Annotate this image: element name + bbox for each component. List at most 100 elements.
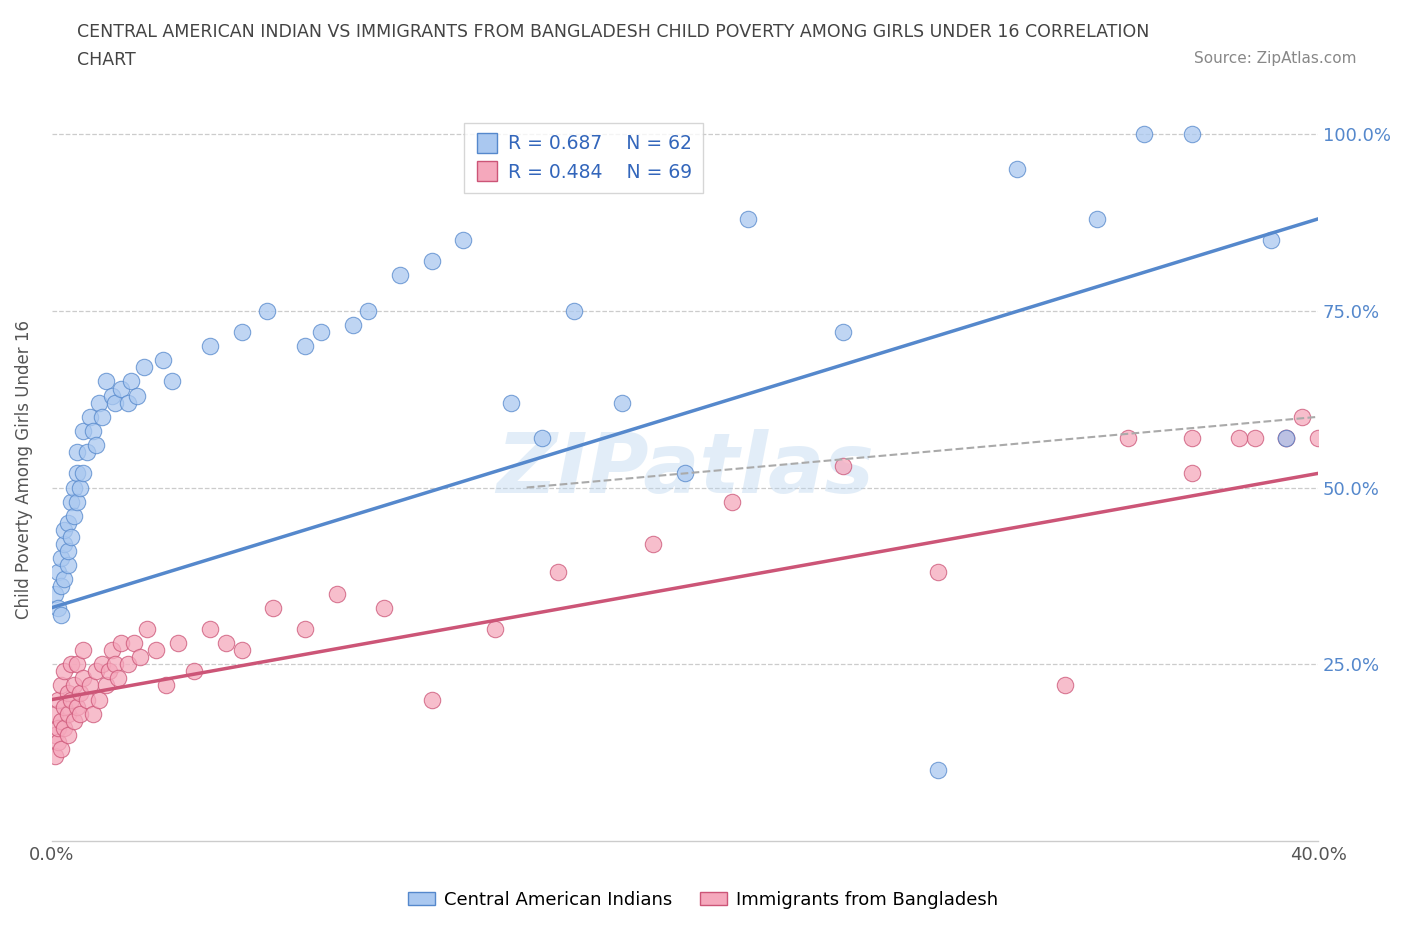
Point <box>72 643 94 658</box>
Point <box>56 558 79 573</box>
Point <box>51 741 73 756</box>
Point <box>79 678 101 693</box>
Point <box>59 692 82 707</box>
Point <box>51 551 73 565</box>
Point <box>46 692 69 707</box>
Point <box>357 303 380 318</box>
Point <box>56 515 79 530</box>
Point <box>63 713 86 728</box>
Point <box>66 657 89 671</box>
Point <box>51 579 73 594</box>
Point <box>643 537 665 551</box>
Point <box>1133 126 1156 141</box>
Point <box>59 494 82 509</box>
Point <box>1180 431 1202 445</box>
Point <box>135 621 157 636</box>
Point <box>1275 431 1298 445</box>
Point <box>59 657 82 671</box>
Point <box>51 678 73 693</box>
Point <box>56 685 79 700</box>
Point <box>1243 431 1265 445</box>
Point <box>51 713 73 728</box>
Point <box>72 466 94 481</box>
Point <box>1007 162 1029 177</box>
Point <box>721 494 744 509</box>
Point <box>46 600 69 615</box>
Point <box>107 671 129 685</box>
Point <box>104 395 127 410</box>
Point <box>1180 126 1202 141</box>
Point <box>117 657 139 671</box>
Point <box>927 763 949 777</box>
Point <box>832 458 855 473</box>
Point <box>1291 409 1313 424</box>
Point <box>453 232 475 247</box>
Point <box>46 565 69 579</box>
Point <box>1116 431 1139 445</box>
Point <box>63 678 86 693</box>
Point <box>76 445 98 459</box>
Point <box>76 692 98 707</box>
Point <box>132 360 155 375</box>
Point <box>51 607 73 622</box>
Point <box>89 692 111 707</box>
Point <box>122 635 145 650</box>
Point <box>104 657 127 671</box>
Point <box>63 480 86 495</box>
Point <box>198 339 221 353</box>
Point <box>167 635 190 650</box>
Legend: Central American Indians, Immigrants from Bangladesh: Central American Indians, Immigrants fro… <box>401 884 1005 916</box>
Point <box>420 692 443 707</box>
Point <box>72 423 94 438</box>
Point <box>1085 211 1108 226</box>
Point <box>1053 678 1076 693</box>
Point <box>63 509 86 524</box>
Point <box>1180 466 1202 481</box>
Text: CHART: CHART <box>77 51 136 69</box>
Point <box>127 388 149 403</box>
Point <box>562 303 585 318</box>
Point <box>388 268 411 283</box>
Point <box>94 374 117 389</box>
Point <box>309 325 332 339</box>
Point <box>294 621 316 636</box>
Point <box>215 635 238 650</box>
Point <box>69 706 91 721</box>
Point <box>56 544 79 559</box>
Point <box>231 643 253 658</box>
Point <box>484 621 506 636</box>
Point <box>198 621 221 636</box>
Point <box>673 466 696 481</box>
Point <box>59 529 82 544</box>
Point <box>155 678 177 693</box>
Point <box>53 699 76 714</box>
Point <box>101 643 124 658</box>
Point <box>1227 431 1250 445</box>
Point <box>84 438 107 453</box>
Point <box>120 374 142 389</box>
Point <box>256 303 278 318</box>
Point <box>927 565 949 579</box>
Point <box>44 749 66 764</box>
Point <box>110 381 132 396</box>
Point <box>94 678 117 693</box>
Point <box>69 685 91 700</box>
Point <box>152 352 174 367</box>
Point <box>56 706 79 721</box>
Point <box>737 211 759 226</box>
Point <box>531 431 554 445</box>
Point <box>44 586 66 601</box>
Point <box>101 388 124 403</box>
Point <box>53 523 76 538</box>
Point <box>72 671 94 685</box>
Point <box>82 706 104 721</box>
Point <box>1275 431 1298 445</box>
Point <box>420 254 443 269</box>
Point <box>145 643 167 658</box>
Point <box>117 395 139 410</box>
Point <box>325 586 347 601</box>
Point <box>294 339 316 353</box>
Point <box>53 572 76 587</box>
Y-axis label: Child Poverty Among Girls Under 16: Child Poverty Among Girls Under 16 <box>15 320 32 619</box>
Point <box>499 395 522 410</box>
